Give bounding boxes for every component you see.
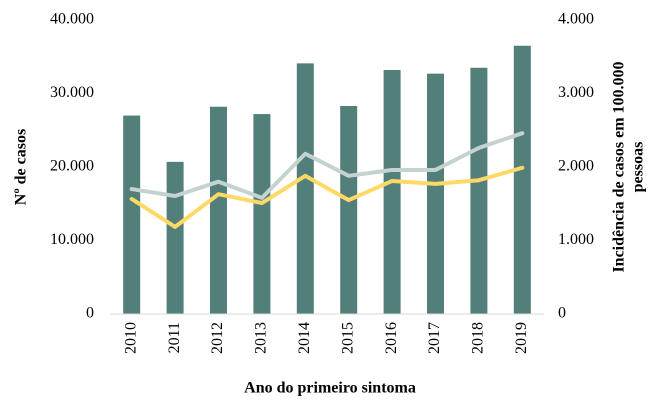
bar	[340, 105, 358, 315]
y-axis-label: Nº de casos	[13, 129, 30, 205]
bar	[210, 106, 227, 314]
line	[129, 131, 525, 200]
x-tick-label: 2012	[209, 322, 226, 354]
x-tick-label: 2011	[166, 322, 183, 353]
x-tick-label: 2016	[383, 322, 400, 354]
x-axis-label: Ano do primeiro sintoma	[244, 380, 416, 397]
y2-axis-label: Incidência de casos em 100.000	[611, 61, 628, 272]
bar	[253, 114, 271, 314]
y2-tick-label: 1.000	[558, 231, 594, 248]
x-tick-label: 2017	[426, 322, 443, 354]
bar	[296, 63, 314, 314]
y2-tick-label: 4.000	[558, 11, 594, 28]
y2-tick-label: 0	[558, 305, 566, 322]
y2-axis-label: pessoas	[630, 142, 647, 193]
y2-tick-label: 3.000	[558, 84, 594, 101]
y2-tick-label: 2.000	[558, 158, 594, 175]
line	[129, 165, 525, 229]
y-tick-label: 30.000	[50, 84, 94, 101]
bar	[166, 161, 184, 314]
y-tick-label: 0	[86, 305, 94, 322]
x-tick-label: 2018	[470, 322, 487, 354]
y-tick-label: 10.000	[50, 231, 94, 248]
bar	[470, 67, 488, 315]
bar	[427, 73, 444, 314]
y-tick-label: 20.000	[50, 158, 94, 175]
bar	[383, 69, 401, 314]
bar	[513, 45, 531, 314]
x-tick-label: 2010	[122, 322, 139, 354]
x-tick-label: 2013	[253, 322, 270, 354]
x-tick-label: 2015	[339, 322, 356, 354]
x-tick-label: 2014	[296, 322, 313, 354]
bar	[123, 115, 141, 314]
x-tick-label: 2019	[513, 322, 530, 354]
y-tick-label: 40.000	[50, 11, 94, 28]
